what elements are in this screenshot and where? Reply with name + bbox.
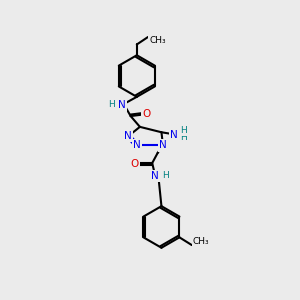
Text: N: N <box>152 171 159 181</box>
Text: N: N <box>124 131 132 141</box>
Text: CH₃: CH₃ <box>193 237 209 246</box>
Text: N: N <box>159 140 167 150</box>
Text: H: H <box>180 126 187 135</box>
Text: O: O <box>143 109 151 119</box>
Text: H: H <box>109 100 115 109</box>
Text: CH₃: CH₃ <box>149 36 166 45</box>
Text: H: H <box>162 171 169 180</box>
Text: O: O <box>130 159 139 169</box>
Text: N: N <box>133 140 141 150</box>
Text: N: N <box>118 100 125 110</box>
Text: N: N <box>170 130 178 140</box>
Text: H: H <box>180 133 187 142</box>
